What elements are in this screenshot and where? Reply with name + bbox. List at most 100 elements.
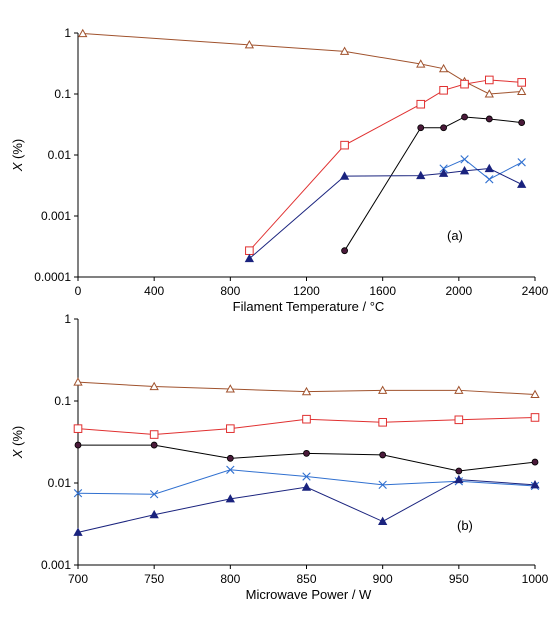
chart-a-series-5-point bbox=[339, 171, 350, 180]
chart-b-series-2-point bbox=[378, 417, 387, 427]
chart-b-series-1-point bbox=[149, 381, 159, 391]
chart-b-series-3 bbox=[74, 441, 539, 475]
chart-b-y-tick-label: 1 bbox=[64, 312, 71, 326]
chart-a-series-5-point bbox=[459, 166, 470, 175]
chart-a-series-4-point bbox=[460, 155, 469, 164]
chart-a-series-2-point bbox=[439, 85, 448, 95]
chart-a-series-2-point bbox=[517, 78, 526, 87]
chart-b-series-2-point bbox=[226, 424, 235, 433]
chart-b-y-axis-title-unit: (%) bbox=[10, 426, 25, 450]
chart-a-series-4-point bbox=[439, 164, 448, 173]
chart-b-series-5-point bbox=[454, 474, 464, 484]
chart-a-series-3-point bbox=[417, 124, 425, 132]
chart-b-series-4-point bbox=[149, 490, 159, 499]
chart-a-series-5-line bbox=[249, 168, 522, 260]
chart-a-x-tick-label: 1200 bbox=[293, 284, 320, 298]
chart-b-series-4-point bbox=[302, 472, 311, 481]
chart-a-series-1-point bbox=[244, 39, 255, 49]
chart-b-series-2-point bbox=[530, 413, 540, 422]
chart-b-series-3-point bbox=[226, 454, 234, 462]
chart-b-series-3-point bbox=[74, 441, 82, 449]
chart-a-series-2-line bbox=[249, 79, 522, 252]
chart-b-series-5-point bbox=[225, 494, 235, 503]
chart-a-series-3-point bbox=[485, 115, 493, 123]
chart-a-series-5-point bbox=[244, 253, 255, 263]
chart-b-series-3-point bbox=[531, 458, 539, 466]
chart-a-x-axis-title: Filament Temperature / °C bbox=[233, 299, 385, 314]
chart-a-series-5-point bbox=[416, 170, 426, 180]
chart-b-series-5-point bbox=[301, 482, 312, 491]
chart-b-series-1-point bbox=[73, 377, 83, 386]
chart-b-series-1-point bbox=[378, 385, 388, 394]
chart-b-x-tick-label: 800 bbox=[220, 572, 240, 586]
chart-a-y-axis-title: X (%) bbox=[10, 139, 25, 173]
chart-a-series-5-point bbox=[484, 163, 494, 173]
chart-a-x-tick-label: 400 bbox=[144, 284, 164, 298]
chart-b-x-tick-label: 1000 bbox=[522, 572, 549, 586]
chart-a-series-1-point bbox=[438, 63, 449, 73]
chart-a-series-5-point bbox=[438, 168, 449, 177]
chart-b-x-tick-label: 950 bbox=[449, 572, 469, 586]
chart-a-series-5-point bbox=[517, 179, 527, 188]
chart-b-series-5-point bbox=[378, 516, 388, 525]
chart-a-series-1 bbox=[78, 28, 527, 98]
chart-b-series-2 bbox=[73, 413, 540, 439]
chart-b-y-tick-label: 0.1 bbox=[54, 394, 71, 408]
chart-b: 0.001 0.01 0.1 1 700 750 800 850 900 950 1000 Micro… bbox=[10, 312, 549, 602]
chart-a-y-axis-title-unit: (%) bbox=[10, 139, 25, 163]
chart-b-series-3-line bbox=[78, 444, 536, 472]
chart-b-y-tick-label: 0.001 bbox=[41, 558, 71, 572]
chart-b-series-1-point bbox=[225, 384, 235, 393]
chart-b-y-axis-title: X (%) bbox=[10, 426, 25, 460]
chart-a-panel-label: (a) bbox=[447, 228, 463, 243]
chart-b-series-4-point bbox=[378, 480, 387, 490]
chart-b-series-1 bbox=[73, 377, 540, 399]
chart-b-series-3-point bbox=[379, 451, 387, 459]
chart-b-x-tick-label: 750 bbox=[144, 572, 164, 586]
chart-a-series-1-point bbox=[517, 86, 527, 96]
chart-a-y-tick-label: 1 bbox=[64, 26, 71, 40]
chart-b-series-4-point bbox=[226, 465, 235, 474]
chart-a-y-axis-title-var: X bbox=[10, 161, 25, 172]
chart-a-series-2-point bbox=[416, 99, 426, 109]
chart-a-series-3-point bbox=[518, 119, 526, 126]
chart-b-series-1-point bbox=[530, 389, 540, 399]
chart-b-series-5-point bbox=[73, 527, 83, 536]
chart-a-series-3-point bbox=[440, 124, 448, 132]
chart-a-x-tick-label: 2000 bbox=[445, 284, 472, 298]
chart-a-series-1-line bbox=[82, 33, 522, 95]
chart-a-series-2 bbox=[245, 75, 526, 255]
chart-b-x-tick-label: 850 bbox=[296, 572, 316, 586]
chart-a-y-tick-label: 0.0001 bbox=[34, 270, 71, 284]
chart-b-series-5-point bbox=[149, 509, 159, 519]
chart-b-series-3-point bbox=[150, 441, 158, 449]
chart-b-series-1-point bbox=[301, 386, 312, 396]
chart-a-series-1-point bbox=[416, 59, 426, 68]
chart-b-series-2-point bbox=[149, 430, 159, 439]
chart-b-series-4-point bbox=[73, 489, 83, 498]
chart-b-series-5 bbox=[73, 474, 540, 536]
chart-b-y-axis-title-var: X bbox=[10, 448, 25, 459]
chart-a: 0.0001 0.001 0.01 0.1 1 0 400 800 1200 1600 2000 24… bbox=[10, 26, 549, 314]
chart-b-series-4 bbox=[73, 465, 540, 499]
chart-b-panel-label: (b) bbox=[457, 518, 473, 533]
chart-a-x-tick-label: 0 bbox=[75, 284, 82, 298]
chart-b-x-tick-label: 700 bbox=[68, 572, 88, 586]
chart-a-series-4-point bbox=[485, 175, 494, 184]
chart-b-x-axis-title: Microwave Power / W bbox=[246, 587, 372, 602]
chart-b-series-2-point bbox=[454, 415, 464, 425]
chart-b-series-2-point bbox=[73, 424, 83, 433]
chart-a-x-tick-label: 800 bbox=[220, 284, 240, 298]
chart-b-series-2-point bbox=[302, 414, 311, 424]
chart-a-series-3 bbox=[341, 113, 526, 255]
chart-a-series-1-point bbox=[339, 46, 350, 55]
chart-a-series-1-point bbox=[78, 28, 88, 38]
chart-a-y-tick-label: 0.01 bbox=[48, 148, 72, 162]
chart-a-series-2-point bbox=[245, 246, 254, 255]
chart-a-series-3-point bbox=[341, 247, 348, 255]
chart-b-series-5-point bbox=[530, 479, 540, 489]
chart-a-series-4-point bbox=[517, 158, 526, 167]
chart-a-series-2-point bbox=[460, 79, 469, 89]
chart-a-series-3-line bbox=[344, 116, 522, 251]
